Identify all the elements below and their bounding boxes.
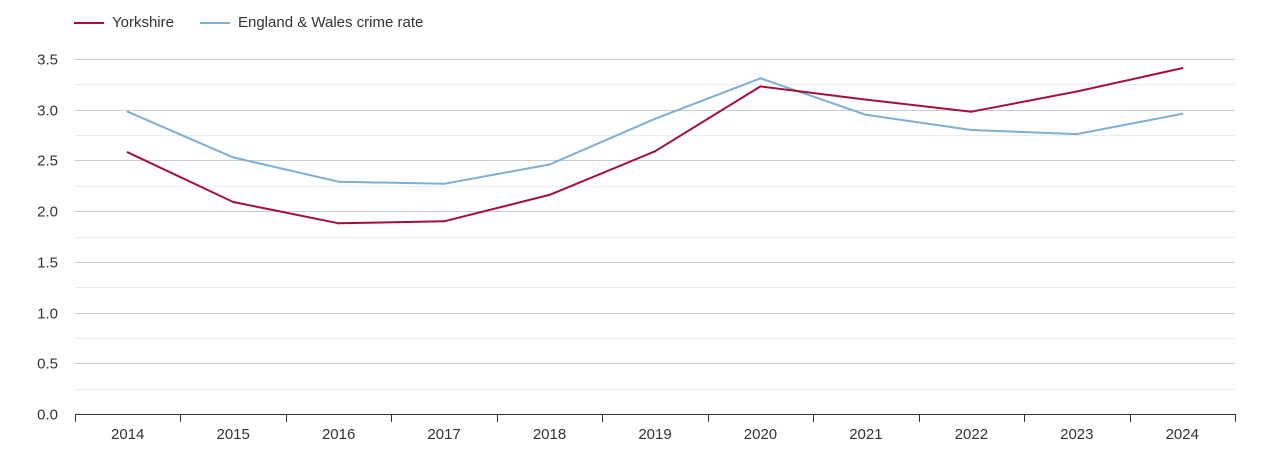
y-tick-label: 0.5 (37, 356, 58, 373)
data-point-england-wales[interactable] (759, 77, 762, 80)
data-point-yorkshire[interactable] (759, 85, 762, 88)
x-tick-label: 2022 (955, 426, 988, 443)
legend-swatch-england-wales (199, 21, 230, 24)
series-line-england-wales[interactable] (126, 77, 1184, 185)
y-tick-label: 3.0 (37, 103, 58, 120)
data-point-yorkshire[interactable] (443, 220, 446, 223)
chart-legend: Yorkshire England & Wales crime rate (74, 14, 449, 31)
data-point-england-wales[interactable] (337, 180, 340, 183)
data-point-england-wales[interactable] (1181, 112, 1184, 115)
data-point-england-wales[interactable] (864, 113, 867, 116)
data-point-yorkshire[interactable] (1075, 90, 1078, 93)
data-point-england-wales[interactable] (232, 156, 235, 159)
series-lines (126, 67, 1184, 225)
data-point-england-wales[interactable] (548, 163, 551, 166)
data-point-yorkshire[interactable] (126, 151, 129, 154)
data-point-yorkshire[interactable] (1181, 67, 1184, 70)
y-tick-label: 3.5 (37, 52, 58, 69)
data-point-yorkshire[interactable] (232, 201, 235, 204)
legend-item-yorkshire[interactable]: Yorkshire (74, 14, 174, 31)
x-tick-label: 2014 (111, 426, 144, 443)
series-line-yorkshire[interactable] (126, 67, 1184, 225)
data-point-england-wales[interactable] (126, 110, 129, 113)
data-point-yorkshire[interactable] (864, 98, 867, 101)
legend-swatch-yorkshire (74, 21, 104, 24)
y-tick-label: 2.0 (37, 204, 58, 221)
data-point-yorkshire[interactable] (548, 193, 551, 196)
y-tick-label: 1.0 (37, 306, 58, 323)
legend-item-england-wales[interactable]: England & Wales crime rate (199, 14, 424, 31)
data-point-england-wales[interactable] (970, 129, 973, 131)
x-tick-label: 2023 (1060, 426, 1093, 443)
x-tick-label: 2019 (638, 426, 671, 443)
data-point-england-wales[interactable] (654, 117, 656, 120)
data-point-yorkshire[interactable] (970, 110, 973, 113)
y-axis: 0.0 0.5 1.0 1.5 2.0 2.5 3.0 3.5 (37, 52, 58, 424)
x-tick-label: 2016 (322, 426, 355, 443)
data-point-england-wales[interactable] (1075, 133, 1078, 136)
y-tick-label: 0.0 (37, 407, 58, 424)
data-point-england-wales[interactable] (443, 182, 446, 185)
x-tick-label: 2020 (744, 426, 777, 443)
x-tick-label: 2021 (849, 426, 882, 443)
y-tick-label: 2.5 (37, 153, 58, 170)
data-point-yorkshire[interactable] (654, 150, 656, 153)
x-axis: 2014 2015 2016 2017 2018 2019 2020 2021 2022 2023… (75, 414, 1236, 443)
legend-label-england-wales: England & Wales crime rate (237, 14, 424, 31)
data-point-yorkshire[interactable] (337, 222, 340, 225)
grid-lines (75, 59, 1235, 390)
x-tick-label: 2015 (216, 426, 249, 443)
x-tick-label: 2017 (427, 426, 460, 443)
y-tick-label: 1.5 (37, 255, 58, 272)
x-tick-label: 2024 (1166, 426, 1199, 443)
legend-label-yorkshire: Yorkshire (112, 14, 174, 31)
x-tick-label: 2018 (533, 426, 566, 443)
